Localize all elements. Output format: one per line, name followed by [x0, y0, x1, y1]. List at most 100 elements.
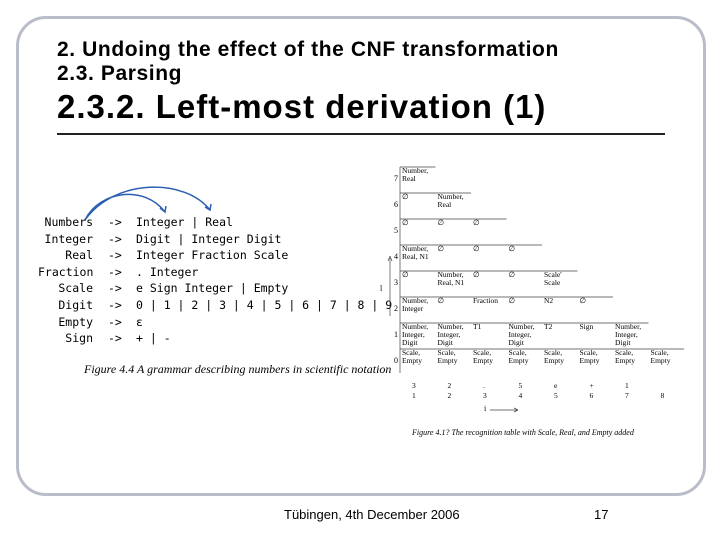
row-label: 4: [394, 252, 398, 261]
table-cell: Fraction: [473, 296, 498, 305]
table-cell: ∅: [473, 218, 480, 227]
slide-frame: [16, 16, 706, 496]
rule-lhs: Empty: [58, 315, 93, 329]
rule-arrow: ->: [108, 315, 122, 329]
table-cell: Number, Integer, Digit: [437, 322, 464, 347]
rule-arrow: ->: [108, 331, 122, 345]
table-cell: ∅: [473, 270, 480, 279]
rule-rhs: + | -: [136, 331, 171, 345]
table-cell: Number, Integer: [402, 296, 429, 313]
rule-rhs: e Sign Integer | Empty: [136, 281, 289, 295]
table-cell: Scale, Empty: [579, 348, 600, 365]
footer-location-date: Tübingen, 4th December 2006: [284, 507, 460, 522]
table-cell: Scale, Empty: [508, 348, 529, 365]
table-cell: Number, Real, N1: [437, 270, 465, 287]
table-cell: ∅: [508, 244, 516, 253]
input-token: 1: [625, 381, 629, 390]
i-axis-arrow-head: [513, 407, 519, 411]
rule-lhs: Fraction: [38, 265, 94, 279]
table-cell: Sign: [579, 322, 594, 331]
table-cell: Number, Real: [402, 166, 429, 183]
position-label: 4: [518, 391, 523, 400]
row-label: 3: [394, 278, 398, 287]
derivation-arrows: [84, 186, 212, 221]
rule-lhs: Real: [65, 248, 93, 262]
table-cell: ∅: [437, 244, 445, 253]
position-label: 6: [589, 391, 594, 400]
input-token: 2: [447, 381, 452, 390]
table-cell: T2: [544, 322, 553, 331]
rule-arrow: ->: [108, 281, 122, 295]
rule-lhs: Scale: [58, 281, 93, 295]
row-label: 1: [394, 330, 398, 339]
grammar-figure-caption: Figure 4.4 A grammar describing numbers …: [84, 362, 392, 376]
table-cell: ∅: [508, 296, 516, 305]
table-cell: Number, Real: [437, 192, 464, 209]
rule-lhs: Digit: [58, 298, 93, 312]
rule-rhs: 0 | 1 | 2 | 3 | 4 | 5 | 6 | 7 | 8 | 9: [136, 298, 393, 312]
table-cell: Scale, Empty: [615, 348, 635, 365]
arrow-to-integer-head: [159, 205, 167, 214]
table-cell: ∅: [437, 296, 445, 305]
position-label: 1: [412, 391, 416, 400]
position-label: 5: [554, 391, 558, 400]
header-line-1: 2. Undoing the effect of the CNF transfo…: [57, 38, 559, 61]
rule-arrow: ->: [108, 298, 122, 312]
l-axis-arrow-head: [389, 255, 393, 262]
l-axis-label: l: [380, 284, 383, 293]
table-cell: T1: [473, 322, 482, 331]
recognition-table: l 7 6 5 4 3 2 1 0 Number, Real ∅ Number, Real ∅ ∅ ∅ Nu…: [372, 166, 712, 466]
table-cell: Scale, Empty: [437, 348, 458, 365]
table-cell: Scale' Scale: [544, 270, 562, 287]
table-cell: ∅: [473, 244, 480, 253]
table-cell: Scale, Empty: [473, 348, 493, 365]
table-figure-caption: Figure 4.1? The recognition table with S…: [412, 428, 634, 437]
title-underline: [57, 133, 665, 135]
table-cell: ∅: [437, 218, 445, 227]
table-cell: ∅: [579, 296, 587, 305]
rule-arrow: ->: [108, 232, 122, 246]
row-label: 6: [394, 200, 398, 209]
position-label: 3: [483, 391, 487, 400]
rule-rhs: . Integer: [136, 265, 199, 279]
rule-lhs: Numbers: [44, 215, 93, 229]
position-label: 2: [447, 391, 452, 400]
header-line-2: 2.3. Parsing: [57, 62, 183, 85]
input-token: .: [483, 381, 485, 390]
rule-arrow: ->: [108, 265, 122, 279]
row-label: 0: [394, 356, 398, 365]
rule-rhs: Digit | Integer Digit: [136, 232, 282, 246]
table-cell: ∅: [508, 270, 516, 279]
table-cell: Number, Integer, Digit: [508, 322, 535, 347]
table-cell: ∅: [402, 270, 409, 279]
rule-rhs: ε: [136, 315, 143, 329]
table-cell: Scale, Empty: [650, 348, 671, 365]
rule-rhs: Integer | Real: [136, 215, 233, 229]
table-cell: ∅: [402, 192, 409, 201]
table-cell: Number, Integer, Digit: [402, 322, 429, 347]
input-token: +: [589, 381, 594, 390]
rule-arrow: ->: [108, 215, 122, 229]
table-grid-lines: [387, 166, 684, 413]
arrow-to-real-head: [204, 203, 212, 212]
row-label: 5: [394, 226, 398, 235]
table-cell: Scale, Empty: [402, 348, 422, 365]
row-label: 7: [394, 174, 398, 183]
position-label: 8: [660, 391, 665, 400]
table-cell: Scale, Empty: [544, 348, 564, 365]
input-token: 5: [518, 381, 523, 390]
rule-lhs: Sign: [65, 331, 93, 345]
rule-lhs: Integer: [44, 232, 93, 246]
position-label: 7: [625, 391, 629, 400]
input-token: 3: [412, 381, 416, 390]
i-axis-arrow-head: [513, 409, 519, 413]
input-token: e: [554, 381, 558, 390]
rule-arrow: ->: [108, 248, 122, 262]
table-cell: Number, Integer, Digit: [615, 322, 642, 347]
i-axis-label: i: [484, 404, 487, 413]
table-cell: N2: [544, 296, 554, 305]
slide-title: 2.3.2. Left-most derivation (1): [57, 88, 547, 125]
table-cell: ∅: [402, 218, 409, 227]
arrow-to-integer: [84, 193, 166, 221]
arrow-to-real: [84, 186, 211, 221]
